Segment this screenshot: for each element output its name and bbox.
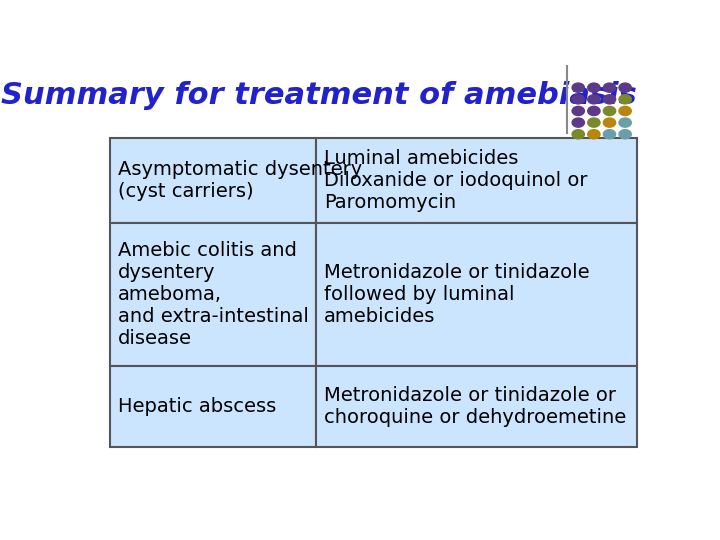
FancyBboxPatch shape	[109, 366, 316, 447]
Circle shape	[603, 106, 616, 116]
Circle shape	[619, 130, 631, 139]
Text: Metronidazole or tinidazole or
choroquine or dehydroemetine: Metronidazole or tinidazole or choroquin…	[324, 386, 626, 427]
Circle shape	[603, 118, 616, 127]
Text: Hepatic abscess: Hepatic abscess	[118, 397, 276, 416]
Circle shape	[572, 118, 585, 127]
Circle shape	[619, 83, 631, 92]
Circle shape	[572, 106, 585, 116]
Text: Amebic colitis and
dysentery
ameboma,
and extra-intestinal
disease: Amebic colitis and dysentery ameboma, an…	[118, 241, 309, 348]
Text: Luminal amebicides
Diloxanide or iodoquinol or
Paromomycin: Luminal amebicides Diloxanide or iodoqui…	[324, 148, 588, 212]
Circle shape	[588, 83, 600, 92]
Circle shape	[619, 106, 631, 116]
Text: Asymptomatic dysentery
(cyst carriers): Asymptomatic dysentery (cyst carriers)	[118, 160, 362, 201]
Text: Metronidazole or tinidazole
followed by luminal
amebicides: Metronidazole or tinidazole followed by …	[324, 263, 590, 326]
Circle shape	[603, 130, 616, 139]
Circle shape	[588, 130, 600, 139]
FancyBboxPatch shape	[109, 223, 316, 366]
FancyBboxPatch shape	[316, 138, 637, 223]
Circle shape	[603, 83, 616, 92]
Circle shape	[619, 94, 631, 104]
Circle shape	[588, 106, 600, 116]
FancyBboxPatch shape	[316, 366, 637, 447]
Text: Summary for treatment of amebiasis: Summary for treatment of amebiasis	[1, 82, 636, 111]
Circle shape	[588, 118, 600, 127]
Circle shape	[603, 94, 616, 104]
FancyBboxPatch shape	[109, 138, 316, 223]
FancyBboxPatch shape	[316, 223, 637, 366]
Circle shape	[572, 130, 585, 139]
Circle shape	[619, 118, 631, 127]
Circle shape	[572, 83, 585, 92]
Circle shape	[588, 94, 600, 104]
Circle shape	[572, 94, 585, 104]
